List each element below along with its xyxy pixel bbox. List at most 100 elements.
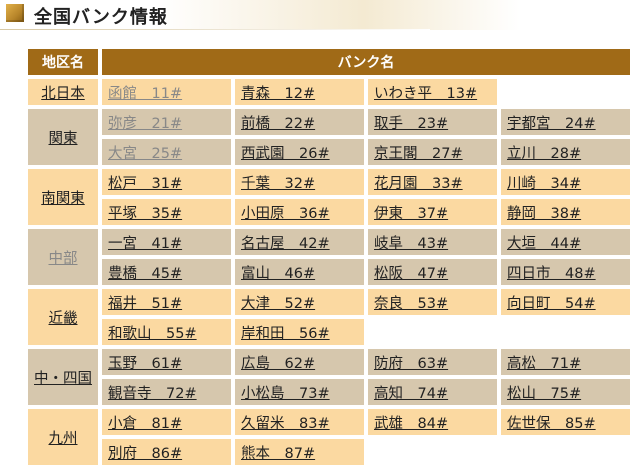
bank-link[interactable]: 別府 86# xyxy=(108,446,182,462)
bank-link[interactable]: 和歌山 55# xyxy=(108,326,197,342)
bank-name: 久留米 xyxy=(241,415,285,432)
region-link[interactable]: 南関東 xyxy=(41,190,85,207)
bank-link[interactable]: 西武園 26# xyxy=(241,146,330,162)
bank-link[interactable]: 観音寺 72# xyxy=(108,386,197,402)
bank-code: 86# xyxy=(151,445,183,462)
bank-name: 取手 xyxy=(374,115,403,132)
bank-link[interactable]: 広島 62# xyxy=(241,356,315,372)
bank-cell: 宇都宮 24# xyxy=(501,109,630,135)
bank-link[interactable]: 小松島 73# xyxy=(241,386,330,402)
bank-name: 静岡 xyxy=(507,205,536,222)
bank-name: 小松島 xyxy=(241,385,285,402)
bank-link[interactable]: 前橋 22# xyxy=(241,116,315,132)
bank-link[interactable]: 久留米 83# xyxy=(241,416,330,432)
table-row: 中・四国 玉野 61# 広島 62# 防府 63# 高松 71# xyxy=(28,349,630,405)
bank-code: 62# xyxy=(284,355,316,372)
bank-link[interactable]: 富山 46# xyxy=(241,266,315,282)
bank-name: 名古屋 xyxy=(241,235,285,252)
bank-cell: 富山 46# xyxy=(235,259,364,285)
table-header-row: 地区名 バンク名 xyxy=(28,49,630,75)
bank-link[interactable]: 弥彦 21# xyxy=(108,116,182,132)
bank-name: 向日町 xyxy=(507,295,551,312)
bank-link[interactable]: 取手 23# xyxy=(374,116,448,132)
bank-link[interactable]: 名古屋 42# xyxy=(241,236,330,252)
bank-link[interactable]: 武雄 84# xyxy=(374,416,448,432)
region-link[interactable]: 関東 xyxy=(48,130,78,147)
bank-link[interactable]: 佐世保 85# xyxy=(507,416,596,432)
bank-name: 高松 xyxy=(507,355,536,372)
bank-link[interactable]: 奈良 53# xyxy=(374,296,448,312)
bank-link[interactable]: 岸和田 56# xyxy=(241,326,330,342)
bank-link[interactable]: 熊本 87# xyxy=(241,446,315,462)
bank-code: 37# xyxy=(417,205,449,222)
bank-link[interactable]: いわき平 13# xyxy=(374,86,477,102)
region-link[interactable]: 中・四国 xyxy=(34,370,92,387)
bank-code: 55# xyxy=(166,325,197,342)
bank-code: 61# xyxy=(151,355,183,372)
bank-link[interactable]: 松戸 31# xyxy=(108,176,182,192)
bank-link[interactable]: 花月園 33# xyxy=(374,176,463,192)
table-row: 関東 弥彦 21# 前橋 22# 取手 23# 宇都宮 24# xyxy=(28,109,630,165)
region-cell: 北日本 xyxy=(28,79,98,105)
bank-name: いわき平 xyxy=(374,85,432,102)
bank-code: 34# xyxy=(550,175,582,192)
bank-cell: 立川 28# xyxy=(501,139,630,165)
region-link[interactable]: 北日本 xyxy=(41,85,85,102)
bank-cell: 観音寺 72# xyxy=(102,379,231,405)
region-link[interactable]: 九州 xyxy=(48,430,78,447)
bank-link[interactable]: 宇都宮 24# xyxy=(507,116,596,132)
bank-link[interactable]: 岐阜 43# xyxy=(374,236,448,252)
bank-link[interactable]: 川崎 34# xyxy=(507,176,581,192)
region-link[interactable]: 近畿 xyxy=(48,310,78,327)
bank-code: 25# xyxy=(151,145,183,162)
bank-link[interactable]: 玉野 61# xyxy=(108,356,182,372)
bank-name: 武雄 xyxy=(374,415,403,432)
table-row: 近畿 福井 51# 大津 52# 奈良 53# 向日町 54# xyxy=(28,289,630,345)
table-row: 南関東 松戸 31# 千葉 32# 花月園 33# 川崎 34# xyxy=(28,169,630,225)
bank-code: 63# xyxy=(417,355,449,372)
bank-name: 奈良 xyxy=(374,295,403,312)
bank-link[interactable]: 青森 12# xyxy=(241,86,315,102)
bank-link[interactable]: 伊東 37# xyxy=(374,206,448,222)
bank-link[interactable]: 高知 74# xyxy=(374,386,448,402)
bank-name: 松阪 xyxy=(374,265,403,282)
bank-name: 豊橋 xyxy=(108,265,137,282)
bank-name: 高知 xyxy=(374,385,403,402)
bank-code: 71# xyxy=(550,355,582,372)
bank-link[interactable]: 向日町 54# xyxy=(507,296,596,312)
bank-link[interactable]: 京王閣 27# xyxy=(374,146,463,162)
bank-name: 立川 xyxy=(507,145,536,162)
bank-link[interactable]: 立川 28# xyxy=(507,146,581,162)
bank-link[interactable]: 小倉 81# xyxy=(108,416,182,432)
region-column-header: 地区名 xyxy=(28,49,98,75)
bank-link[interactable]: 福井 51# xyxy=(108,296,182,312)
bank-cell: 広島 62# xyxy=(235,349,364,375)
bank-link[interactable]: 高松 71# xyxy=(507,356,581,372)
bank-link[interactable]: 大宮 25# xyxy=(108,146,182,162)
bank-link[interactable]: 一宮 41# xyxy=(108,236,182,252)
bank-link[interactable]: 豊橋 45# xyxy=(108,266,182,282)
bank-link[interactable]: 大垣 44# xyxy=(507,236,581,252)
bank-cell: 四日市 48# xyxy=(501,259,630,285)
region-link[interactable]: 中部 xyxy=(48,250,78,267)
bank-link[interactable]: 函館 11# xyxy=(108,86,182,102)
bank-code: 11# xyxy=(151,85,183,102)
bank-cell: 京王閣 27# xyxy=(368,139,497,165)
bank-code: 44# xyxy=(550,235,582,252)
bank-link[interactable]: 平塚 35# xyxy=(108,206,182,222)
bank-link[interactable]: 四日市 48# xyxy=(507,266,596,282)
bank-cell: 弥彦 21# xyxy=(102,109,231,135)
bank-name: 伊東 xyxy=(374,205,403,222)
bank-link[interactable]: 千葉 32# xyxy=(241,176,315,192)
bank-link[interactable]: 小田原 36# xyxy=(241,206,330,222)
bank-link[interactable]: 松山 75# xyxy=(507,386,581,402)
bank-cell: 防府 63# xyxy=(368,349,497,375)
bank-link[interactable]: 静岡 38# xyxy=(507,206,581,222)
bank-code: 85# xyxy=(565,415,596,432)
bank-cell: 花月園 33# xyxy=(368,169,497,195)
bank-cell: 小倉 81# xyxy=(102,409,231,435)
bank-link[interactable]: 大津 52# xyxy=(241,296,315,312)
bank-link[interactable]: 松阪 47# xyxy=(374,266,448,282)
bank-link[interactable]: 防府 63# xyxy=(374,356,448,372)
bank-cell: 平塚 35# xyxy=(102,199,231,225)
